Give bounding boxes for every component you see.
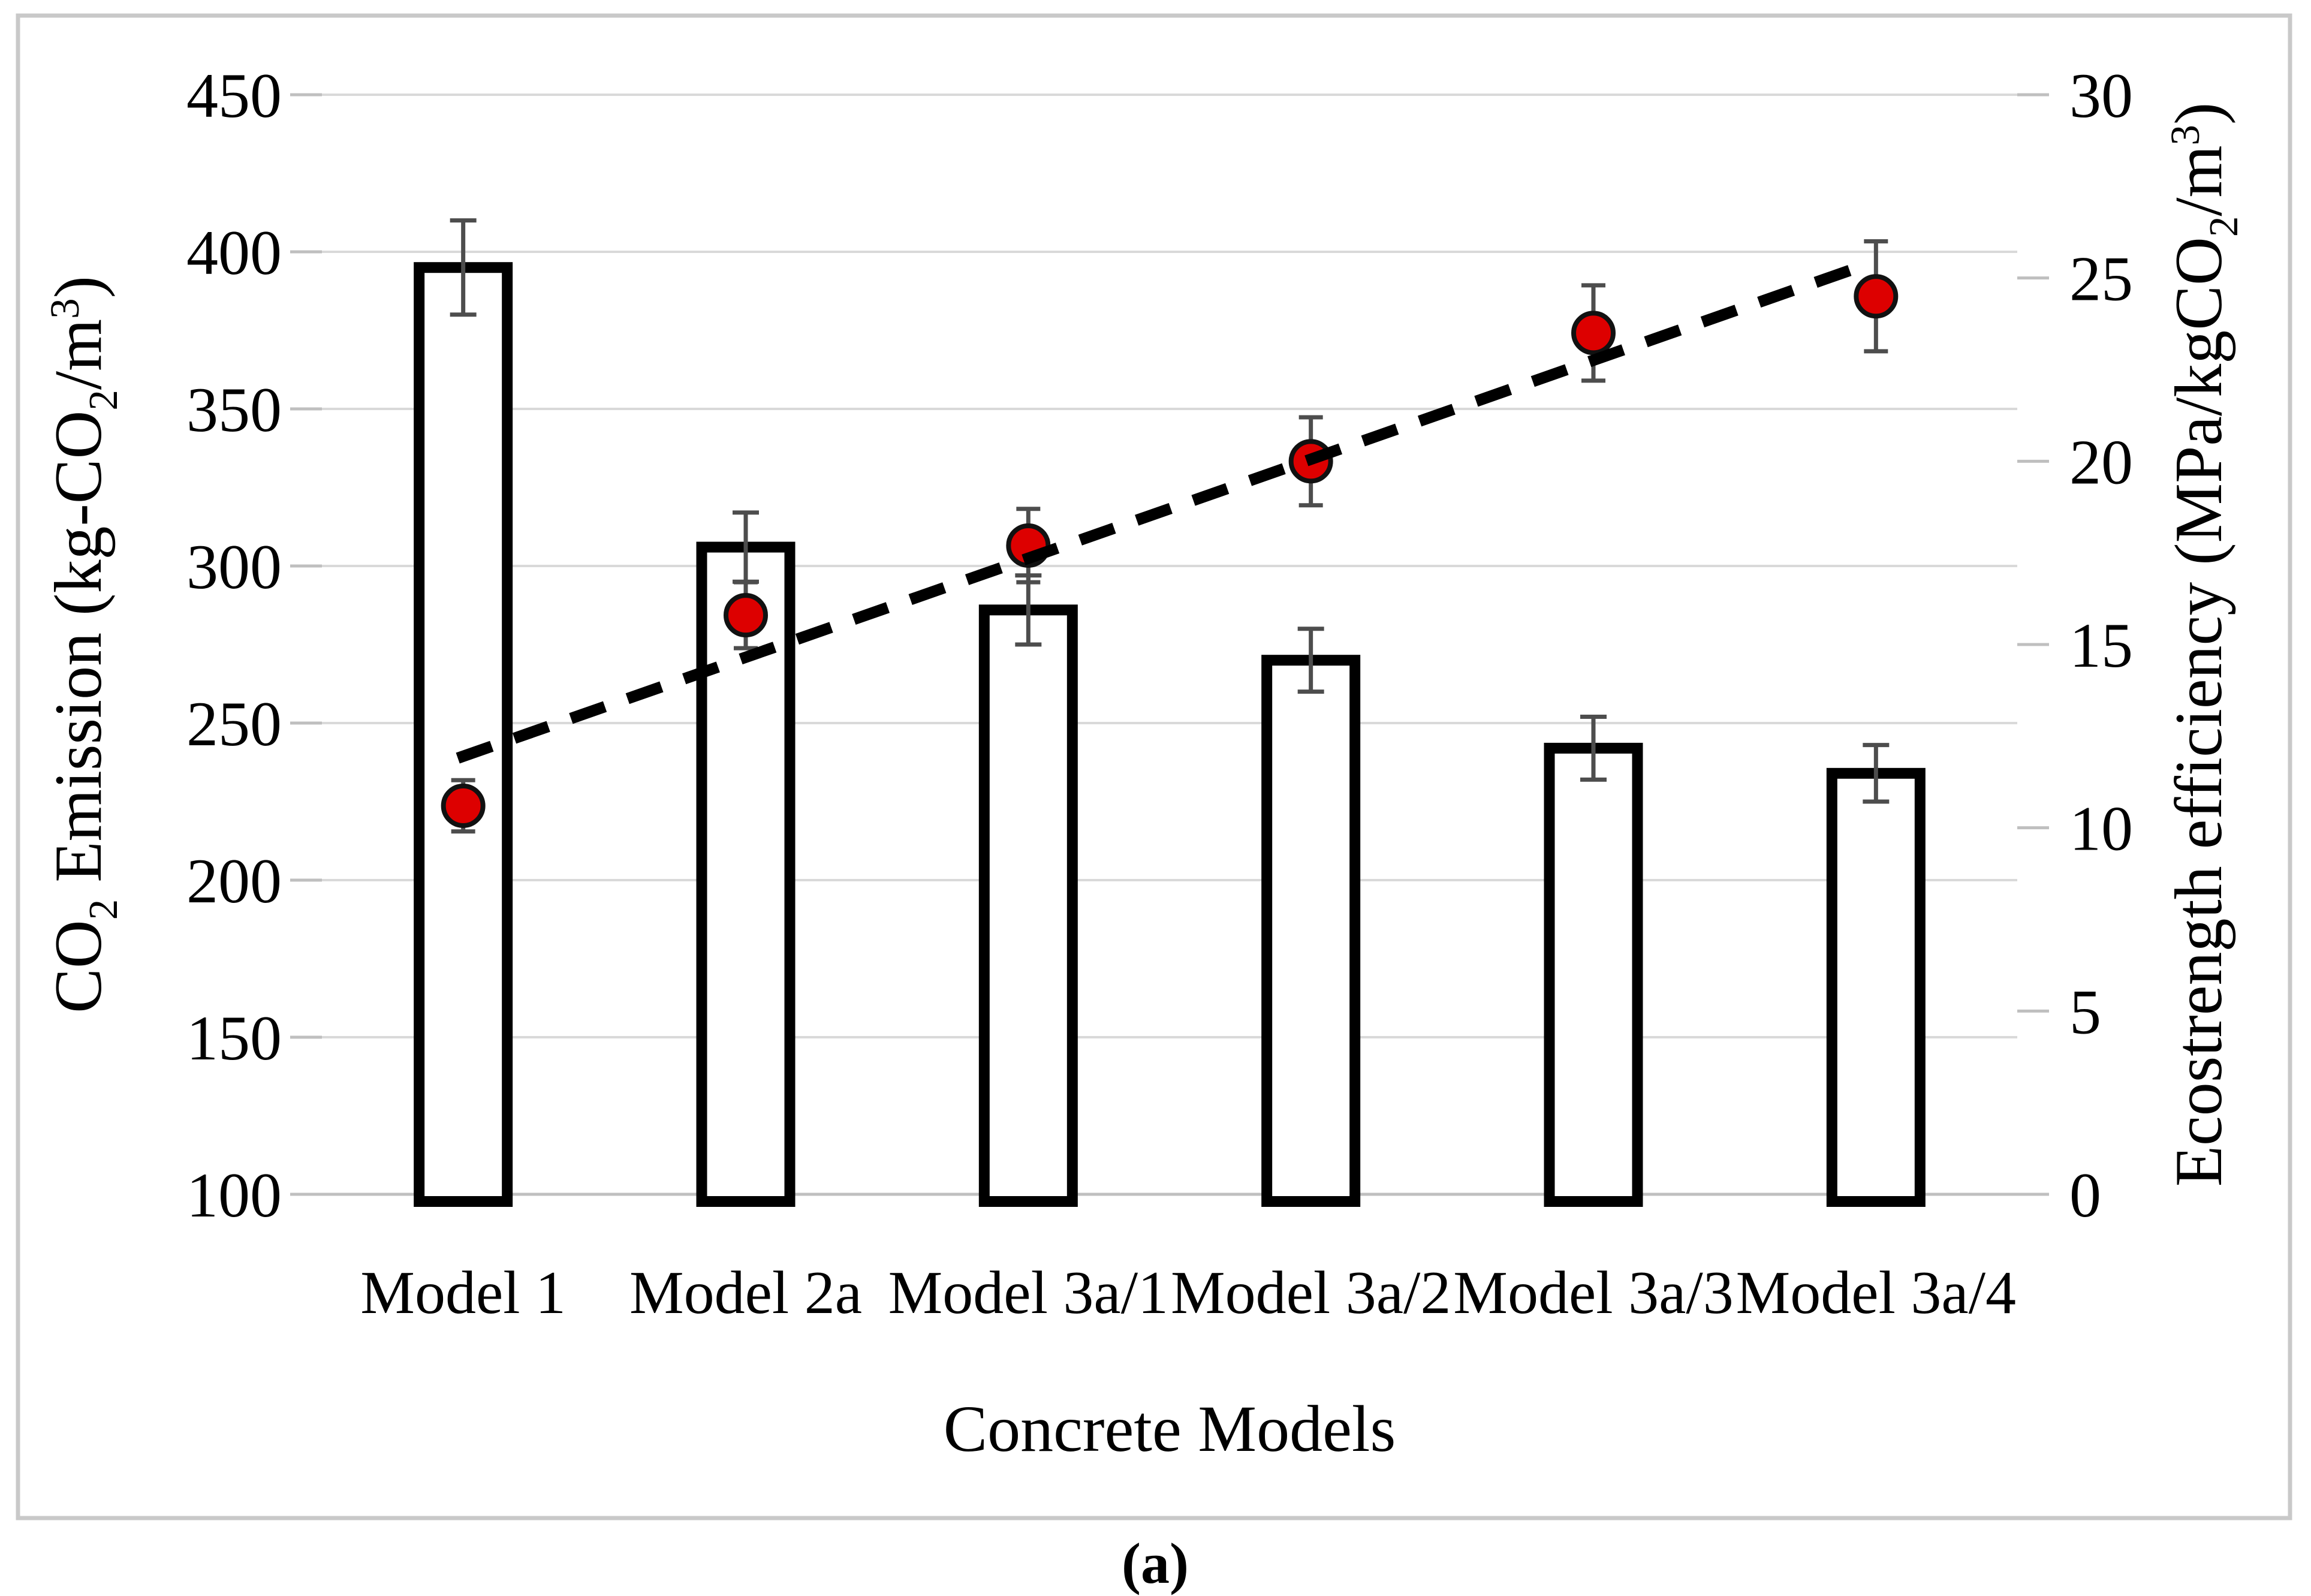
left-axis-tick-label: 350 xyxy=(186,375,282,445)
scatter-point xyxy=(1854,274,1899,319)
right-axis-tick-label: 25 xyxy=(2069,244,2133,314)
left-axis-tick-label: 250 xyxy=(186,689,282,759)
bar xyxy=(414,262,513,1207)
left-axis-tick-label: 100 xyxy=(186,1160,282,1230)
bar xyxy=(1544,742,1643,1207)
right-axis-tick-label: 5 xyxy=(2069,977,2101,1047)
chart-border xyxy=(16,13,2292,1520)
x-axis-category-label: Model 1 xyxy=(360,1259,566,1327)
bar xyxy=(1261,655,1361,1207)
right-axis-tick-label: 20 xyxy=(2069,427,2133,497)
x-axis-category-label: Model 3a/1 xyxy=(888,1259,1168,1327)
x-axis-title: Concrete Models xyxy=(944,1392,1396,1465)
x-axis-category-label: Model 3a/3 xyxy=(1453,1259,1733,1327)
scatter-point xyxy=(1571,311,1616,356)
x-axis-category-label: Model 2a xyxy=(629,1259,862,1327)
left-axis-tick-label: 150 xyxy=(186,1003,282,1073)
left-axis-title: CO2 Emission (kg-CO2/m3) xyxy=(41,276,126,1013)
left-axis-tick-label: 300 xyxy=(186,532,282,602)
x-axis-category-label: Model 3a/2 xyxy=(1171,1259,1451,1327)
x-axis-category-label: Model 3a/4 xyxy=(1736,1259,2016,1327)
scatter-point xyxy=(441,783,486,828)
trendline xyxy=(456,258,1872,764)
left-axis-tick-label: 200 xyxy=(186,846,282,916)
right-axis-tick-label: 10 xyxy=(2069,794,2133,864)
bar xyxy=(978,604,1078,1207)
figure-caption: (a) xyxy=(1122,1531,1189,1595)
right-axis-tick-label: 15 xyxy=(2069,610,2133,680)
bar xyxy=(1826,767,1926,1207)
left-axis-tick-label: 450 xyxy=(186,61,282,131)
right-axis-tick-label: 0 xyxy=(2069,1160,2101,1230)
scatter-point xyxy=(724,593,768,638)
right-axis-title: Ecostrength efficiency (MPa/kgCO2/m3) xyxy=(2162,103,2246,1187)
left-axis-tick-label: 400 xyxy=(186,218,282,288)
right-axis-tick-label: 30 xyxy=(2069,61,2133,131)
